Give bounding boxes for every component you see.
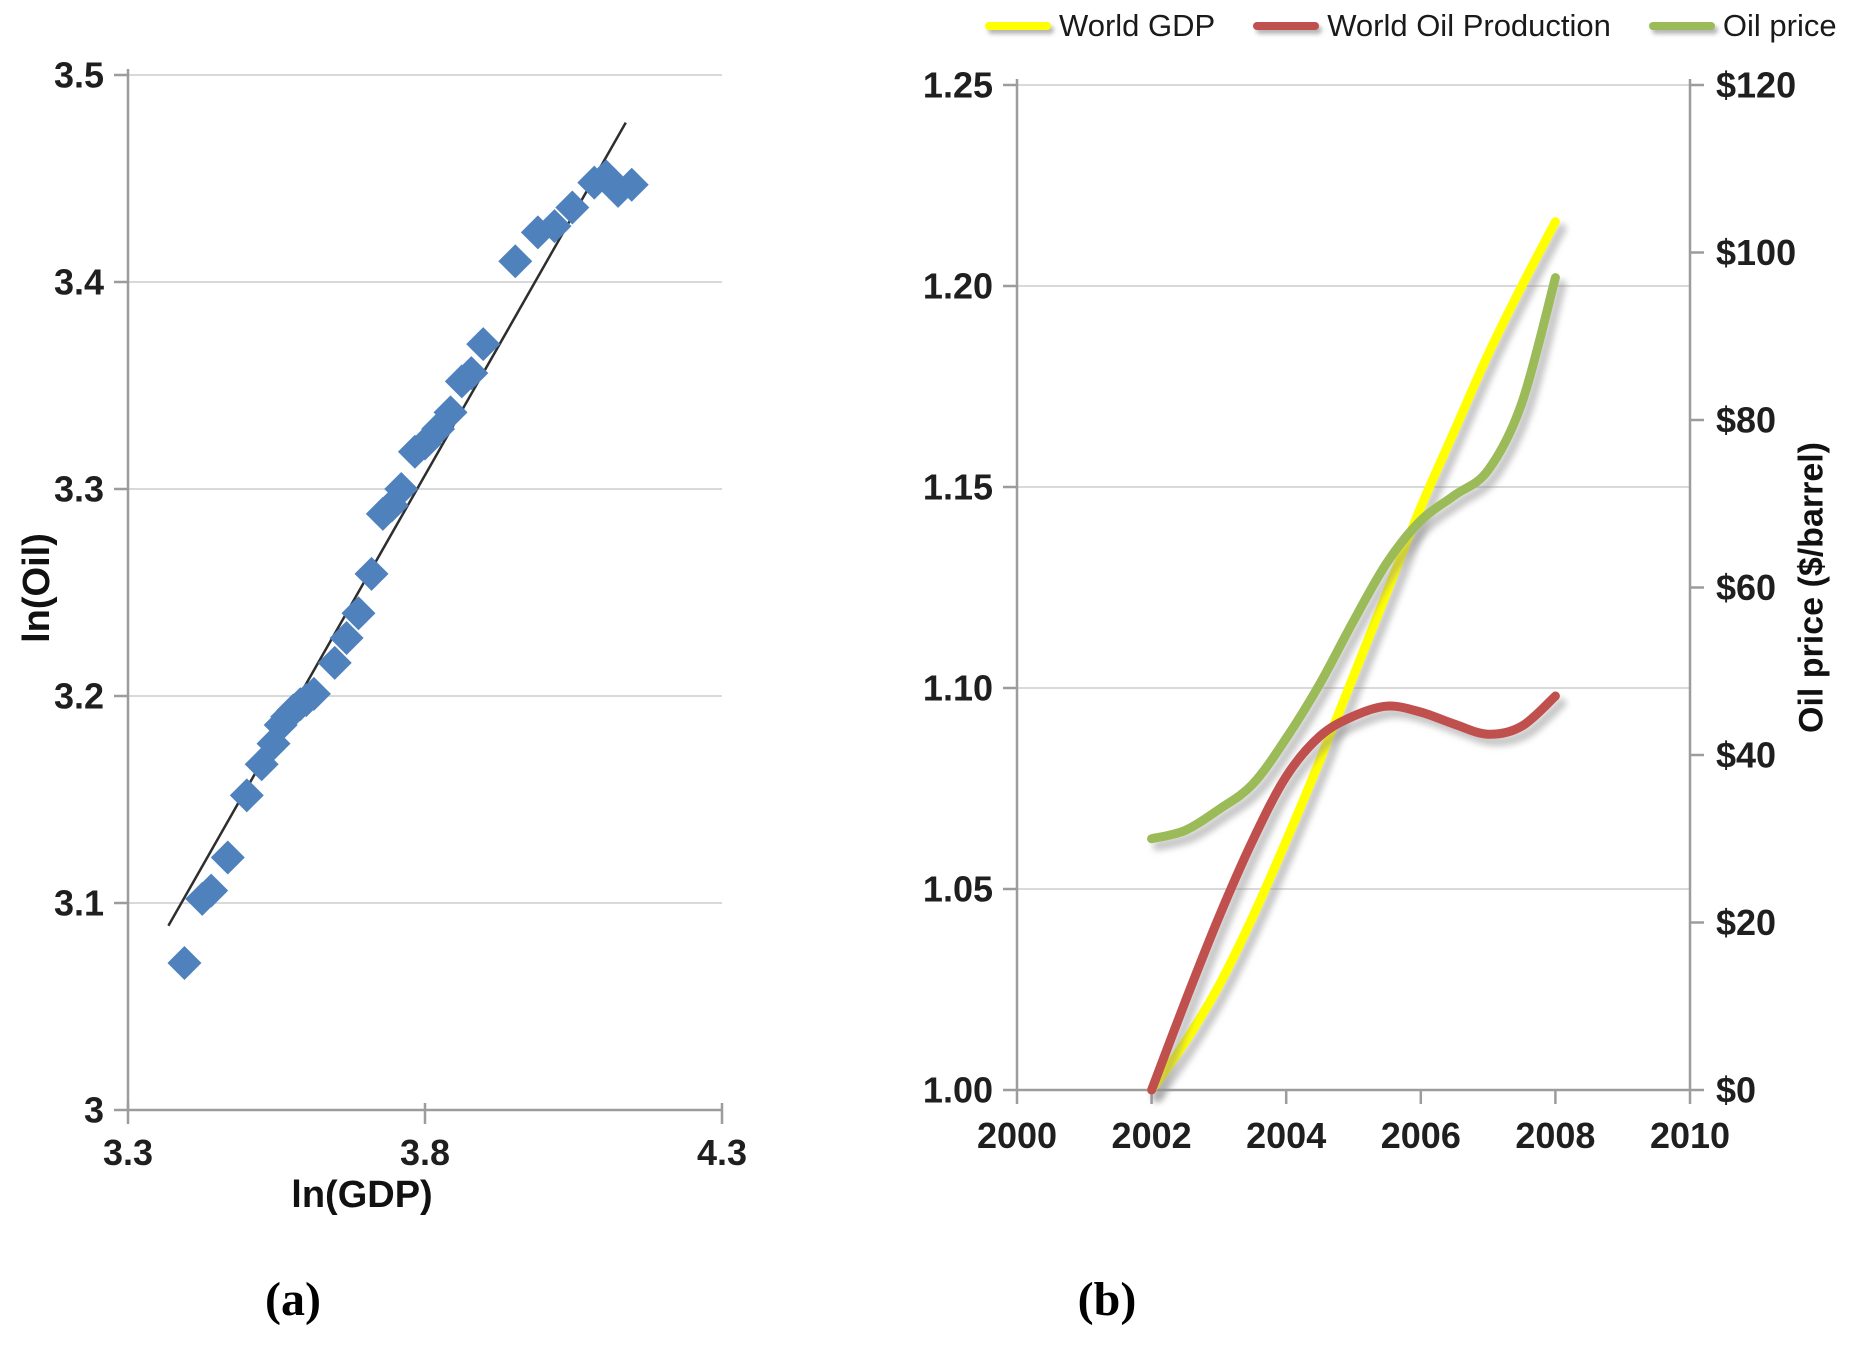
legend-label-world-oil-production: World Oil Production (1327, 8, 1611, 43)
right-y-tick-label: $120 (1716, 65, 1796, 106)
caption-b: (b) (1077, 1273, 1137, 1326)
legend-item-world-gdp: World GDP (985, 8, 1215, 44)
right-y-tick-label: $20 (1716, 902, 1776, 943)
x-tick-label: 3.8 (400, 1132, 450, 1173)
x-tick-label: 3.3 (103, 1132, 153, 1173)
scatter-point (354, 556, 389, 591)
x-tick-label: 2006 (1381, 1115, 1461, 1156)
left-y-tick-label: 1.00 (923, 1070, 993, 1111)
right-y-tick-label: $100 (1716, 232, 1796, 273)
left-y-tick-label: 1.10 (923, 668, 993, 709)
y-tick-label: 3.2 (54, 676, 104, 717)
legend-swatch-world-gdp (985, 22, 1051, 30)
scatter-point (555, 190, 590, 225)
x-axis-title-ln-gdp: ln(GDP) (291, 1174, 433, 1216)
x-tick-label: 2000 (977, 1115, 1057, 1156)
right-y-axis-title-oil-price: Oil price ($/barrel) (1792, 442, 1831, 733)
y-tick-label: 3.1 (54, 883, 104, 924)
x-tick-label: 2008 (1515, 1115, 1595, 1156)
left-y-tick-label: 1.25 (923, 65, 993, 106)
series-shadow (1152, 279, 1567, 851)
y-axis-title-ln-oil: ln(Oil) (16, 533, 58, 643)
legend-item-oil-price: Oil price (1648, 8, 1837, 44)
scatter-point (537, 209, 572, 244)
scatter-point (296, 676, 331, 711)
scatter-point (229, 778, 264, 813)
trendline (167, 121, 627, 927)
left-y-tick-label: 1.20 (923, 266, 993, 307)
x-tick-label: 2004 (1246, 1115, 1326, 1156)
series-shadow (1152, 223, 1567, 1102)
y-tick-label: 3.4 (54, 262, 104, 303)
scatter-point (433, 395, 468, 430)
scatter-point (329, 621, 364, 656)
legend-swatch-world-oil-production (1253, 22, 1320, 30)
series-line-oil-price (1147, 273, 1560, 844)
scatter-point (365, 496, 400, 531)
legend: World GDP World Oil Production Oil price (985, 8, 1837, 44)
scatter-point (210, 840, 245, 875)
scatter-point (341, 596, 376, 631)
legend-swatch-oil-price (1648, 22, 1715, 30)
right-y-tick-label: $0 (1716, 1070, 1756, 1111)
x-tick-label: 2010 (1650, 1115, 1730, 1156)
scatter-point (167, 946, 202, 981)
left-y-tick-label: 1.15 (923, 467, 993, 508)
legend-item-world-oil-production: World Oil Production (1253, 8, 1611, 44)
series-line-world-gdp (1147, 217, 1560, 1095)
series-line-world-oil-production (1147, 691, 1560, 1095)
y-tick-label: 3.5 (54, 55, 104, 96)
left-y-tick-label: 1.05 (923, 869, 993, 910)
right-y-tick-label: $40 (1716, 735, 1776, 776)
caption-a: (a) (265, 1273, 321, 1326)
right-y-tick-label: $80 (1716, 400, 1776, 441)
scatter-chart-svg: 3 3.1 3.2 3.3 3.4 3.5 3.3 3.8 4.3 (54, 55, 747, 1173)
scatter-point (384, 472, 419, 506)
scatter-point (317, 645, 352, 680)
scatter-point (466, 327, 501, 362)
x-tick-label: 4.3 (697, 1132, 747, 1173)
series-shadow (1152, 698, 1567, 1102)
legend-label-world-gdp: World GDP (1059, 8, 1216, 43)
right-y-tick-label: $60 (1716, 567, 1776, 608)
scatter-point (614, 167, 649, 202)
line-chart-svg: 1.00 1.05 1.10 1.15 1.20 1.25 $0 $20 $40 $60 $80 $1… (923, 65, 1796, 1156)
y-tick-label: 3 (84, 1090, 104, 1131)
scatter-point (454, 356, 489, 391)
scatter-point (498, 244, 533, 279)
scatter-point (194, 873, 229, 908)
y-tick-label: 3.3 (54, 469, 104, 510)
x-tick-label: 2002 (1112, 1115, 1192, 1156)
legend-label-oil-price: Oil price (1722, 8, 1837, 43)
